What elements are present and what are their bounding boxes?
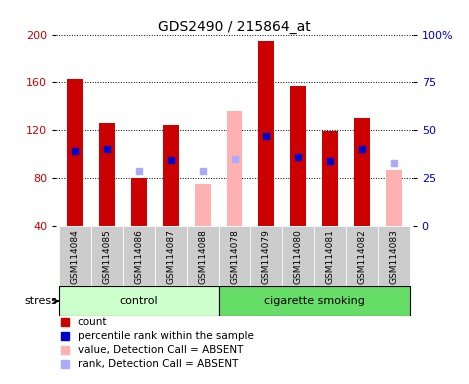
FancyBboxPatch shape [219, 226, 250, 286]
Bar [290, 86, 306, 226]
Bar [227, 111, 242, 226]
FancyBboxPatch shape [187, 226, 219, 286]
Text: value, Detection Call = ABSENT: value, Detection Call = ABSENT [78, 345, 243, 355]
Bar [99, 123, 115, 226]
Bar [386, 170, 401, 226]
FancyBboxPatch shape [91, 226, 123, 286]
Text: cigarette smoking: cigarette smoking [264, 296, 364, 306]
Bar [60, 286, 219, 316]
Bar [322, 131, 338, 226]
Bar [163, 126, 179, 226]
Text: GSM114078: GSM114078 [230, 229, 239, 284]
Text: percentile rank within the sample: percentile rank within the sample [78, 331, 254, 341]
Text: GSM114084: GSM114084 [71, 229, 80, 284]
Text: stress: stress [24, 296, 57, 306]
Text: GSM114083: GSM114083 [389, 229, 398, 284]
Bar [68, 79, 83, 226]
FancyBboxPatch shape [250, 226, 282, 286]
Bar [195, 184, 211, 226]
Text: rank, Detection Call = ABSENT: rank, Detection Call = ABSENT [78, 359, 238, 369]
FancyBboxPatch shape [155, 226, 187, 286]
Bar [354, 118, 370, 226]
Text: count: count [78, 317, 107, 327]
Text: GSM114082: GSM114082 [357, 229, 366, 284]
FancyBboxPatch shape [60, 226, 91, 286]
Text: GSM114080: GSM114080 [294, 229, 303, 284]
Text: control: control [120, 296, 159, 306]
FancyBboxPatch shape [123, 226, 155, 286]
FancyBboxPatch shape [282, 226, 314, 286]
Text: GSM114079: GSM114079 [262, 229, 271, 284]
FancyBboxPatch shape [314, 226, 346, 286]
Text: GSM114085: GSM114085 [103, 229, 112, 284]
Bar [258, 41, 274, 226]
Title: GDS2490 / 215864_at: GDS2490 / 215864_at [158, 20, 311, 33]
Bar [131, 178, 147, 226]
Bar [219, 286, 409, 316]
Text: GSM114086: GSM114086 [135, 229, 144, 284]
Text: GSM114081: GSM114081 [325, 229, 334, 284]
FancyBboxPatch shape [378, 226, 409, 286]
FancyBboxPatch shape [346, 226, 378, 286]
Text: GSM114088: GSM114088 [198, 229, 207, 284]
Text: GSM114087: GSM114087 [166, 229, 175, 284]
